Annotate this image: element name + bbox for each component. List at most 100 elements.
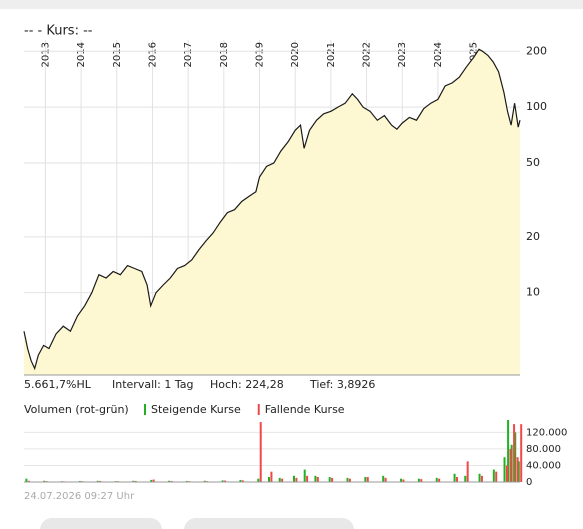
x-tick-label: 2023 <box>397 42 408 67</box>
area <box>24 49 520 376</box>
button[interactable] <box>40 518 162 529</box>
volume-bar <box>257 478 260 482</box>
legend-label: Steigende Kurse <box>151 403 241 416</box>
volume-bar <box>241 480 244 482</box>
volume-bar <box>150 479 153 482</box>
volume-bar <box>520 424 523 482</box>
volume-bar <box>509 448 512 482</box>
volume-bar <box>402 479 405 482</box>
volume-bar <box>464 475 467 482</box>
y-tick-label: 40.000 <box>526 460 561 471</box>
volume-bar <box>259 422 262 482</box>
volume-bar <box>516 457 519 482</box>
volume-bar <box>495 471 498 482</box>
volume-bar <box>331 477 334 482</box>
volume-bar <box>316 477 319 482</box>
volume-bar <box>314 475 317 482</box>
volume-bar <box>507 420 510 482</box>
x-tick-label: 2018 <box>219 42 230 67</box>
volume-bar <box>43 480 46 482</box>
volume-bar <box>170 480 173 482</box>
x-tick-label: 2021 <box>326 42 337 67</box>
x-tick-label: 2016 <box>147 42 158 67</box>
volume-bar <box>203 480 206 482</box>
x-tick-label: 2013 <box>40 42 51 67</box>
stat-label: Tief: 3,8926 <box>309 378 375 391</box>
chart-title: -- - Kurs: -- <box>24 24 93 39</box>
volume-bar <box>281 478 284 482</box>
volume-bar <box>239 479 242 482</box>
timestamp: 24.07.2026 09:27 Uhr <box>24 491 135 502</box>
volume-bar <box>292 475 295 482</box>
volume-bar <box>513 424 516 482</box>
volume-bar <box>435 477 438 482</box>
volume-bar <box>478 473 481 482</box>
volume-bar <box>505 465 508 482</box>
button[interactable] <box>184 518 354 529</box>
volume-bar <box>438 478 441 482</box>
volume-bar <box>306 475 309 482</box>
volume-bar <box>185 480 188 482</box>
y-tick-label: 100 <box>526 100 547 113</box>
volume-bar <box>453 473 456 482</box>
volume-bar <box>224 480 227 482</box>
volume-bar <box>278 477 281 482</box>
volume-bar <box>455 477 458 482</box>
volume-bar <box>480 475 483 482</box>
x-tick-label: 2024 <box>433 42 444 67</box>
volume-bar <box>96 480 99 482</box>
volume-bar <box>270 471 273 482</box>
y-tick-label: 200 <box>526 44 547 57</box>
legend-label: Fallende Kurse <box>265 403 345 416</box>
x-tick-label: 2017 <box>183 42 194 67</box>
y-tick-label: 10 <box>526 286 540 299</box>
volume-bar <box>99 480 102 482</box>
x-tick-label: 2022 <box>362 42 373 67</box>
volume-bar <box>132 480 135 482</box>
volume-title: Volumen (rot-grün) <box>24 403 129 416</box>
volume-bar <box>27 480 30 482</box>
volume-bar <box>346 477 349 482</box>
stat-label: 5.661,7%HL <box>24 378 92 391</box>
x-tick-label: 2014 <box>76 42 87 67</box>
price-line <box>23 48 521 371</box>
y-tick-label: 80.000 <box>526 444 561 455</box>
volume-bar <box>510 444 513 482</box>
volume-bar <box>268 477 271 482</box>
volume-bar <box>384 477 387 482</box>
volume-bar <box>366 477 369 482</box>
volume-bar <box>503 457 506 482</box>
stat-label: Hoch: 224,28 <box>210 378 284 391</box>
volume-bar <box>400 478 403 482</box>
volume-bar <box>328 477 331 482</box>
volume-bar <box>168 480 171 482</box>
volume-bar <box>303 469 306 482</box>
y-tick-label: 50 <box>526 156 540 169</box>
volume-bar <box>78 480 81 482</box>
legend-swatch <box>257 404 260 415</box>
volume-bar <box>25 478 28 482</box>
x-tick-label: 2020 <box>290 42 301 67</box>
x-tick-label: 2025 <box>469 42 480 67</box>
y-tick-label: 120.000 <box>526 427 567 438</box>
volume-bar <box>382 475 385 482</box>
legend-swatch <box>144 404 146 415</box>
volume-bar <box>420 479 423 482</box>
y-tick-label: 0 <box>526 477 532 488</box>
y-tick-label: 20 <box>526 230 540 243</box>
volume-bar <box>417 478 420 482</box>
x-tick-label: 2019 <box>255 42 266 67</box>
volume-bar <box>517 461 520 482</box>
stat-label: Intervall: 1 Tag <box>112 378 194 391</box>
volume-bar <box>466 461 469 482</box>
volume-bar <box>152 479 155 482</box>
volume-bar <box>492 469 495 482</box>
x-tick-label: 2015 <box>112 42 123 67</box>
volume-bar <box>348 478 351 482</box>
volume-bar <box>364 477 367 482</box>
volume-bar <box>221 480 224 482</box>
top-bar <box>0 0 583 9</box>
volume-bar <box>295 477 298 482</box>
volume-bar <box>134 480 137 482</box>
